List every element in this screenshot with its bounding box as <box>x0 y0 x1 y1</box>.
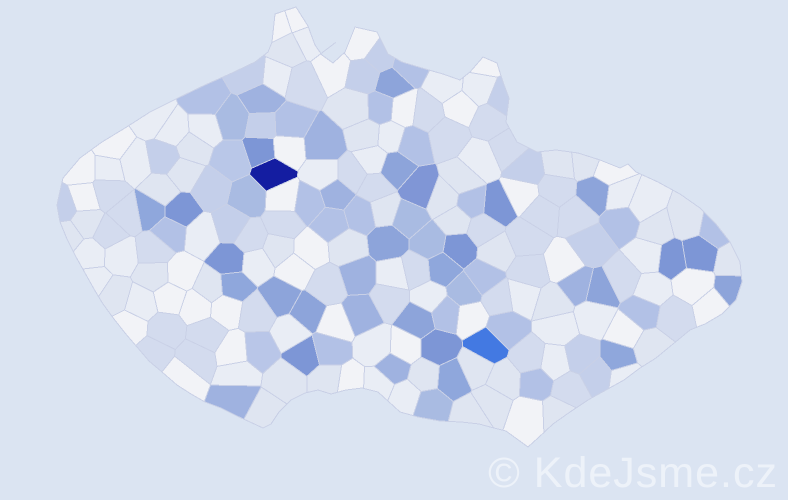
map-region[interactable] <box>350 145 388 175</box>
map-region[interactable] <box>369 191 402 228</box>
map-region[interactable] <box>502 395 545 448</box>
map-region[interactable] <box>635 206 675 246</box>
map-region[interactable] <box>268 313 314 355</box>
map-region[interactable] <box>210 203 251 244</box>
map-region[interactable] <box>166 156 207 194</box>
map-region[interactable] <box>387 378 422 417</box>
map-region[interactable] <box>241 136 276 169</box>
map-region[interactable] <box>447 391 495 429</box>
map-region[interactable] <box>61 149 96 186</box>
map-region[interactable] <box>435 156 488 195</box>
map-region[interactable] <box>82 266 114 298</box>
map-region[interactable] <box>343 26 381 62</box>
map-region[interactable] <box>605 173 643 211</box>
map-region[interactable] <box>713 241 742 277</box>
map-region[interactable] <box>487 127 530 173</box>
map-region[interactable] <box>129 262 169 293</box>
map-region[interactable] <box>617 294 661 331</box>
map-region[interactable] <box>294 179 326 227</box>
map-region[interactable] <box>135 335 176 373</box>
map-region[interactable] <box>542 235 586 284</box>
map-region[interactable] <box>431 295 460 335</box>
map-region[interactable] <box>203 384 262 420</box>
map-region[interactable] <box>262 56 293 99</box>
map-region[interactable] <box>244 112 277 139</box>
map-region[interactable] <box>578 356 612 399</box>
map-region[interactable] <box>550 370 593 409</box>
map-region[interactable] <box>374 66 416 99</box>
map-region[interactable] <box>375 256 410 291</box>
map-region[interactable] <box>291 26 336 62</box>
map-region[interactable] <box>271 10 293 44</box>
map-region[interactable] <box>153 103 190 147</box>
map-region[interactable] <box>214 327 248 367</box>
map-region[interactable] <box>56 181 78 223</box>
map-region[interactable] <box>507 278 542 322</box>
map-region[interactable] <box>540 342 571 382</box>
map-region[interactable] <box>355 172 398 203</box>
map-region[interactable] <box>178 287 213 327</box>
map-region[interactable] <box>468 102 510 142</box>
map-region[interactable] <box>105 188 143 238</box>
map-region[interactable] <box>456 346 495 391</box>
map-region[interactable] <box>537 173 578 208</box>
map-region[interactable] <box>389 324 422 366</box>
map-region[interactable] <box>441 89 480 129</box>
map-region[interactable] <box>463 257 507 296</box>
map-region[interactable] <box>203 242 245 275</box>
map-region[interactable] <box>164 191 205 228</box>
map-region[interactable] <box>304 261 349 307</box>
map-region[interactable] <box>469 56 502 78</box>
map-region[interactable] <box>262 233 295 269</box>
map-region[interactable] <box>336 357 365 393</box>
